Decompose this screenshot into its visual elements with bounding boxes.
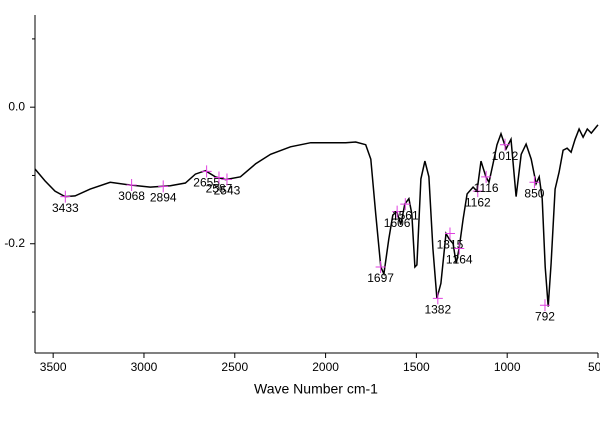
- x-tick-label: 500: [588, 360, 600, 374]
- x-tick-label: 3000: [131, 360, 158, 374]
- x-tick-label: 1500: [403, 360, 430, 374]
- peak-label: 792: [535, 309, 555, 323]
- peak-label: 2894: [150, 191, 177, 205]
- peak-label: 2543: [214, 184, 241, 198]
- peak-marker: [400, 198, 411, 211]
- x-tick-label: 1000: [494, 360, 521, 374]
- peak-label: 3433: [52, 201, 79, 215]
- peak-marker: [201, 165, 212, 178]
- peak-label: 1382: [424, 303, 451, 317]
- peak-label: 1012: [492, 149, 519, 163]
- peak-marker: [375, 260, 386, 273]
- peak-marker: [500, 138, 511, 151]
- peak-marker: [432, 292, 443, 305]
- peak-label: 2655: [193, 176, 220, 190]
- y-tick-label: 0.0: [8, 99, 25, 113]
- peak-marker: [213, 171, 224, 184]
- peak-label: 1162: [465, 195, 491, 209]
- peak-marker: [472, 185, 483, 198]
- y-tick-label: -0.2: [4, 236, 25, 250]
- peak-label: 850: [524, 186, 544, 200]
- peak-label: 1561: [392, 208, 419, 222]
- x-tick-label: 3500: [40, 360, 67, 374]
- peak-marker: [60, 190, 71, 203]
- peak-label: 1606: [384, 216, 411, 230]
- x-tick-label: 2000: [312, 360, 339, 374]
- peak-marker: [392, 205, 403, 218]
- peak-label: 1116: [474, 181, 499, 195]
- peak-marker: [539, 299, 550, 312]
- peak-marker: [454, 242, 465, 255]
- x-axis-label: Wave Number cm-1: [254, 381, 378, 397]
- peak-marker: [221, 173, 232, 186]
- spectrum-line: [34, 124, 599, 307]
- peak-marker: [158, 180, 169, 193]
- peak-marker: [126, 179, 137, 192]
- peak-label: 1264: [446, 253, 473, 267]
- peak-marker: [444, 227, 455, 240]
- peak-label: 1697: [367, 271, 394, 285]
- x-tick-label: 2500: [221, 360, 248, 374]
- peak-label: 3068: [118, 189, 145, 203]
- peak-label: 2587: [206, 182, 233, 196]
- peak-marker: [529, 176, 540, 189]
- peak-marker: [481, 170, 492, 183]
